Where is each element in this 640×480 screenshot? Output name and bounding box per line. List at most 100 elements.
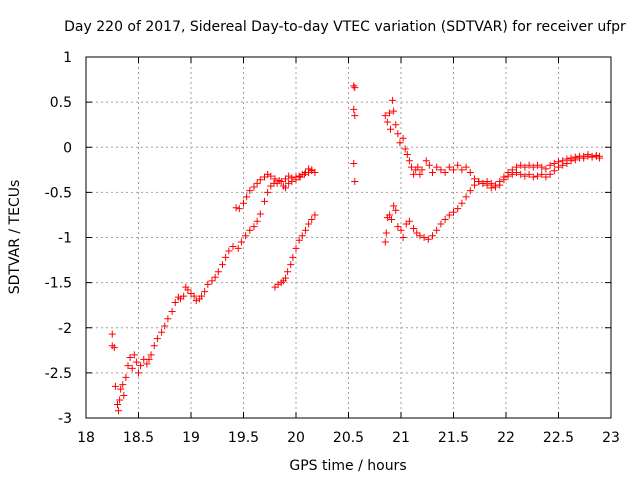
data-point: [289, 253, 297, 261]
data-point: [429, 232, 436, 240]
data-point: [513, 169, 520, 177]
data-point: [538, 170, 546, 178]
data-point: [116, 396, 124, 404]
data-point: [416, 170, 424, 178]
data-point: [521, 172, 529, 180]
data-point: [235, 205, 243, 213]
x-tick-label: 22.5: [543, 430, 574, 446]
data-point: [584, 152, 592, 160]
data-point: [234, 244, 242, 252]
data-point: [190, 292, 198, 300]
data-point: [111, 382, 119, 390]
data-point: [388, 215, 396, 223]
x-tick-label: 20: [287, 430, 305, 446]
data-point: [285, 179, 293, 187]
y-tick-label: 1: [63, 50, 72, 66]
data-point: [264, 170, 272, 178]
data-point: [529, 173, 537, 181]
data-point: [563, 159, 571, 167]
data-point: [445, 163, 453, 171]
data-point: [114, 400, 121, 408]
x-tick-label: 23: [602, 430, 620, 446]
data-point: [403, 150, 411, 158]
data-point: [487, 179, 495, 187]
data-point: [242, 232, 250, 240]
data-point: [466, 169, 474, 177]
data-point: [450, 166, 457, 174]
data-point: [410, 224, 418, 232]
data-point: [119, 381, 127, 389]
x-axis-label: GPS time / hours: [289, 458, 406, 474]
data-point: [214, 268, 222, 276]
data-point: [382, 229, 390, 237]
data-point: [147, 351, 155, 359]
data-point: [108, 330, 116, 338]
data-point: [164, 315, 172, 323]
data-point: [282, 184, 289, 192]
data-point: [204, 280, 212, 288]
data-point: [441, 169, 449, 177]
data-point: [580, 154, 588, 162]
data-point: [559, 161, 567, 169]
data-point: [471, 181, 478, 189]
data-point: [137, 362, 145, 370]
data-point: [408, 163, 415, 171]
y-tick-label: -3: [58, 411, 72, 427]
data-point: [117, 385, 125, 393]
data-point: [198, 292, 205, 300]
data-point: [445, 211, 453, 219]
data-point: [508, 170, 516, 178]
data-point: [300, 170, 308, 178]
data-point: [285, 172, 293, 180]
x-tick-label: 21: [392, 430, 410, 446]
data-point: [458, 166, 466, 174]
data-point: [128, 364, 136, 372]
data-point: [246, 226, 254, 234]
data-point: [305, 220, 313, 228]
data-point: [454, 161, 462, 169]
data-point: [120, 391, 128, 399]
data-point: [284, 268, 292, 276]
data-point: [592, 152, 600, 160]
y-tick-label: -1: [58, 231, 72, 247]
data-point: [153, 335, 161, 343]
data-point: [542, 165, 550, 173]
data-point: [145, 355, 153, 363]
data-point: [475, 178, 483, 186]
data-point: [394, 223, 402, 231]
data-point: [555, 163, 562, 171]
data-point: [595, 154, 603, 162]
data-point: [396, 139, 404, 147]
data-point: [301, 226, 309, 234]
data-point: [462, 163, 470, 171]
y-tick-label: -2.5: [45, 366, 72, 382]
data-point: [385, 109, 393, 117]
data-point: [517, 161, 525, 169]
data-point: [246, 187, 254, 195]
data-point: [381, 238, 389, 246]
data-point: [405, 157, 413, 165]
data-point: [256, 210, 264, 218]
data-point: [122, 373, 130, 381]
data-point: [399, 134, 407, 142]
data-point: [264, 188, 272, 196]
data-point: [492, 183, 499, 191]
data-point: [308, 166, 316, 174]
data-point: [437, 220, 445, 228]
data-point: [588, 153, 596, 161]
data-point: [550, 159, 558, 167]
data-point: [292, 176, 300, 184]
y-tick-label: 0: [63, 140, 72, 156]
data-point: [504, 172, 512, 180]
data-point: [462, 193, 470, 201]
data-point: [418, 166, 426, 174]
data-point: [222, 253, 230, 261]
data-point: [405, 217, 413, 225]
data-point: [517, 170, 525, 178]
data-point: [441, 215, 449, 223]
data-point: [350, 82, 358, 90]
x-tick-label: 18: [77, 430, 95, 446]
data-point: [414, 163, 422, 171]
data-point: [525, 161, 533, 169]
